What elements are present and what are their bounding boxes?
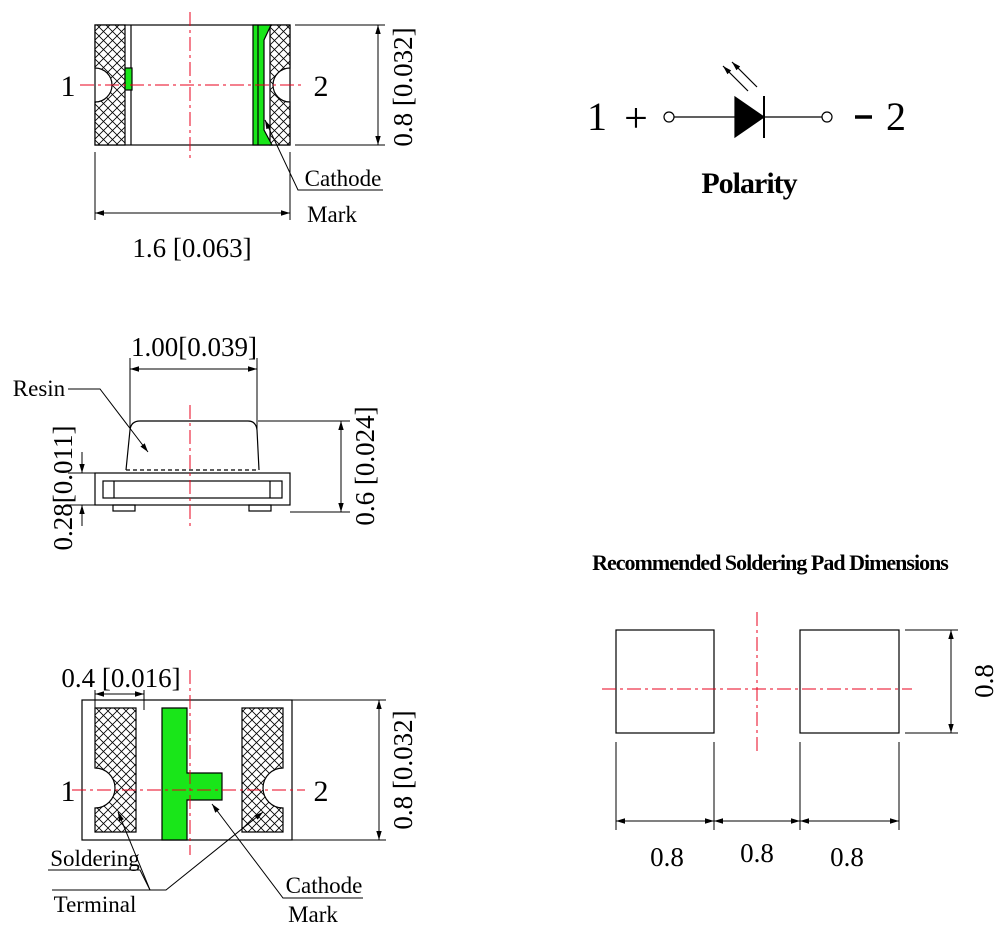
bottom-height-dimension: 0.8 [0.032] bbox=[388, 710, 418, 829]
polarity-pin-1: 1 bbox=[587, 94, 607, 139]
resin-label: Resin bbox=[13, 376, 66, 401]
polarity-pin-2: 2 bbox=[886, 94, 906, 139]
top-pin-1-label: 1 bbox=[61, 70, 76, 103]
pad-left-width-dimension: 0.8 bbox=[650, 842, 684, 872]
pad-gap-dimension: 0.8 bbox=[740, 838, 774, 868]
emission-arrow-1 bbox=[722, 65, 749, 92]
side-view bbox=[68, 358, 350, 526]
top-green-chip bbox=[124, 67, 133, 91]
top-height-dimension: 0.8 [0.032] bbox=[388, 27, 418, 146]
bottom-left-terminal bbox=[94, 707, 137, 833]
pad-title: Recommended Soldering Pad Dimensions bbox=[592, 550, 949, 575]
pad-layout bbox=[615, 629, 958, 830]
polarity-plus: + bbox=[624, 96, 648, 142]
soldering-label-line1: Soldering bbox=[50, 846, 140, 871]
top-pin-2-label: 2 bbox=[314, 70, 329, 103]
side-foot-right bbox=[248, 504, 272, 512]
soldering-label-line2: Terminal bbox=[54, 892, 137, 917]
side-top-width-dimension: 1.00[0.039] bbox=[131, 332, 257, 362]
polarity-title: Polarity bbox=[701, 167, 797, 200]
top-left-terminal bbox=[94, 24, 126, 146]
top-width-dimension: 1.6 [0.063] bbox=[132, 233, 251, 263]
top-right-terminal bbox=[269, 24, 291, 146]
pad-left bbox=[615, 629, 715, 734]
bottom-pin-2-label: 2 bbox=[314, 775, 329, 808]
top-view-centerlines bbox=[80, 12, 305, 160]
bottom-terminal-width-dimension: 0.4 [0.016] bbox=[61, 663, 180, 693]
bottom-cathode-mark bbox=[161, 707, 223, 841]
side-total-height-dimension: 0.6 [0.024] bbox=[350, 406, 380, 525]
pad-right bbox=[799, 629, 900, 734]
pad-right-width-dimension: 0.8 bbox=[830, 842, 864, 872]
bottom-pin-1-label: 1 bbox=[61, 775, 76, 808]
bottom-view-centerlines bbox=[72, 670, 305, 855]
top-cathode-label-line2: Mark bbox=[307, 202, 357, 227]
side-base bbox=[94, 472, 291, 506]
bottom-cathode-label-line2: Mark bbox=[288, 902, 338, 927]
emission-arrow-2 bbox=[731, 61, 758, 88]
bottom-right-terminal bbox=[241, 707, 284, 833]
bottom-view bbox=[48, 690, 386, 899]
pad-centerlines bbox=[602, 612, 912, 752]
top-cathode-label-line1: Cathode bbox=[305, 166, 382, 191]
polarity-symbol bbox=[663, 61, 872, 139]
side-foot-left bbox=[112, 504, 136, 512]
resin-dome bbox=[125, 420, 260, 471]
bottom-cathode-label-line1: Cathode bbox=[286, 873, 363, 898]
diode-triangle bbox=[734, 95, 766, 139]
side-base-height-dimension: 0.28[0.011] bbox=[48, 426, 78, 551]
pad-height-dimension: 0.8 bbox=[969, 664, 999, 698]
